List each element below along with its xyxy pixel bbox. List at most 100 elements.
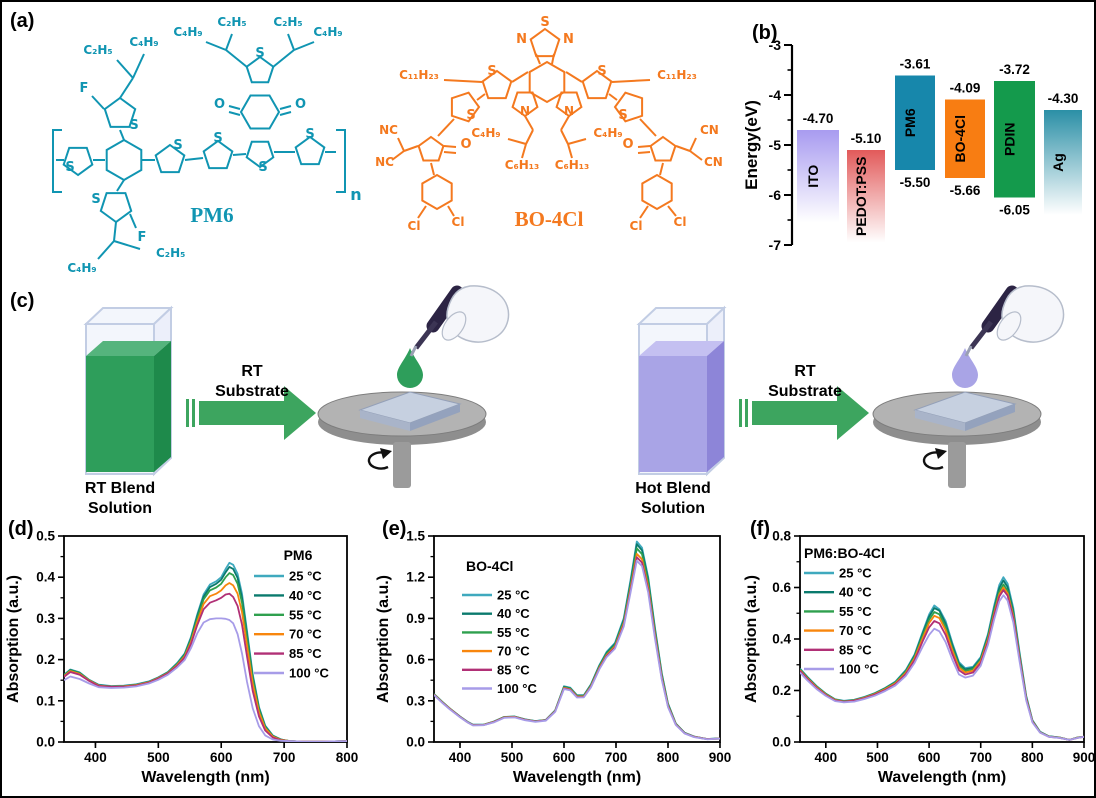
right-hand-pipette [966,286,1064,356]
energy-value-top: -3.61 [900,57,931,72]
x-tick-label: 800 [657,750,680,765]
absorption-chart-blend: 400 500 600 700 800 900 0.0 0.2 0.4 0.6 0.8 Wavelen… [743,529,1094,787]
solution-top-face [639,341,724,356]
atom-label-f: F [80,81,89,96]
x-tick-label: 500 [147,750,170,765]
atom-label-s: S [540,15,549,30]
atom-label-cl: Cl [452,215,465,229]
series-85°C [434,556,720,740]
y-axis-title: Absorption (a.u.) [5,575,22,703]
legend-label: 55 °C [289,607,322,622]
atom-label-cl: Cl [630,219,643,233]
legend-label: 25 °C [497,588,530,603]
atom-label-c4h9: C₄H₉ [173,25,202,39]
series-group [434,540,720,741]
y-tick-label: 0.0 [772,735,791,750]
y-tick-label: 0.8 [772,529,791,544]
legend: BO-4Cl 25 °C 40 °C 55 °C 70 °C 85 °C 100 °C [462,558,538,696]
atom-label-s: S [255,46,264,61]
y-tick-label: 0.3 [36,611,55,626]
left-arrow-label-line1: RT [241,363,263,380]
atom-label-c2h5: C₂H₅ [217,15,246,29]
y-tick-label: 0.6 [406,652,425,667]
legend-label: 55 °C [497,625,530,640]
atom-label-s: S [466,108,475,123]
x-axis-title: Wavelength (nm) [878,769,1006,786]
atom-label-s: S [258,160,267,175]
y-axis-title: Absorption (a.u.) [375,575,392,703]
hot-blend-label-line2: Solution [641,500,705,517]
atom-label-c2h5: C₂H₅ [156,246,185,260]
atom-label-s: S [305,127,314,142]
legend-title: BO-4Cl [466,558,513,574]
atom-label-f: F [138,230,147,245]
right-arrow-label-line2: Substrate [768,383,842,400]
atom-label-nc: NC [379,123,398,137]
molecule-skeleton [52,33,346,260]
y-tick-label: 0.0 [36,735,55,750]
atom-label-s: S [487,64,496,79]
atom-label-c6h13: C₆H₁₃ [505,158,540,172]
process-schematic: RT Blend Solution RT Substrate Hot Blend… [83,286,1096,517]
legend-label: 70 °C [497,644,530,659]
y-tick-label: 0.3 [406,693,425,708]
energy-value-top: -4.09 [950,81,981,96]
solution-side-face [707,341,724,472]
panel-label-c: (c) [10,290,35,312]
molecule-name: PM6 [190,203,233,227]
energy-tick-label: -4 [769,87,782,103]
atom-label-c2h5: C₂H₅ [83,43,112,57]
atom-label-cl: Cl [408,219,421,233]
atom-label-c11h23: C₁₁H₂₃ [399,68,439,82]
series-group [64,561,347,742]
y-axis-title: Absorption (a.u.) [743,575,760,703]
energy-value-bottom: -5.50 [900,175,931,190]
energy-value-top: -4.70 [803,111,834,126]
legend-label: 100 °C [839,662,880,677]
y-tick-label: 0.2 [36,652,55,667]
atom-label-o: O [460,137,471,152]
legend-label: 25 °C [839,566,872,581]
x-tick-label: 400 [84,750,107,765]
left-solution-drop [397,348,423,388]
hot-blend-beaker [636,305,727,477]
atom-label-c6h13: C₆H₁₃ [555,158,590,172]
atom-label-c4h9: C₄H₉ [593,126,622,140]
left-hand-pipette [411,286,509,356]
legend-label: 70 °C [839,623,872,638]
solution-side-face [154,341,171,472]
series-70°C [434,553,720,740]
x-axis-title: Wavelength (nm) [141,769,269,786]
energy-bar-name: Ag [1050,153,1066,172]
right-spin-coater [871,390,1043,490]
rt-blend-label-line1: RT Blend [85,480,155,497]
panel-label-f: (f) [750,518,770,540]
atom-label-s: S [91,192,100,207]
x-tick-label: 700 [273,750,296,765]
energy-bar-name: PEDOT:PSS [853,157,869,236]
energy-bar-Ag [1044,110,1082,215]
atom-label-s: S [173,138,182,153]
y-tick-label: 1.2 [406,570,425,585]
right-arrow-label-line1: RT [794,363,816,380]
left-arrow-label-line2: Substrate [215,383,289,400]
atom-label-s: S [213,131,222,146]
x-tick-label: 800 [1021,750,1044,765]
absorption-chart-pm6: 400 500 600 700 800 0.0 0.1 0.2 0.3 0.4 0.5 Wavelen… [5,529,358,787]
legend-label: 85 °C [289,646,322,661]
series-group [800,576,1084,741]
legend-label: 25 °C [289,569,322,584]
x-tick-label: 700 [605,750,628,765]
y-tick-label: 0.9 [406,611,425,626]
y-tick-label: 0.5 [36,529,55,544]
legend-label: 100 °C [497,681,538,696]
x-tick-label: 500 [866,750,889,765]
legend-title: PM6 [284,547,313,563]
panel-label-b: (b) [752,22,778,44]
legend: PM6:BO-4Cl 25 °C 40 °C 55 °C 70 °C 85 °C 100 °… [804,545,885,677]
left-process-arrow [186,386,316,440]
atom-label-c11h23: C₁₁H₂₃ [657,68,697,82]
series-55°C [434,547,720,740]
x-tick-label: 400 [449,750,472,765]
